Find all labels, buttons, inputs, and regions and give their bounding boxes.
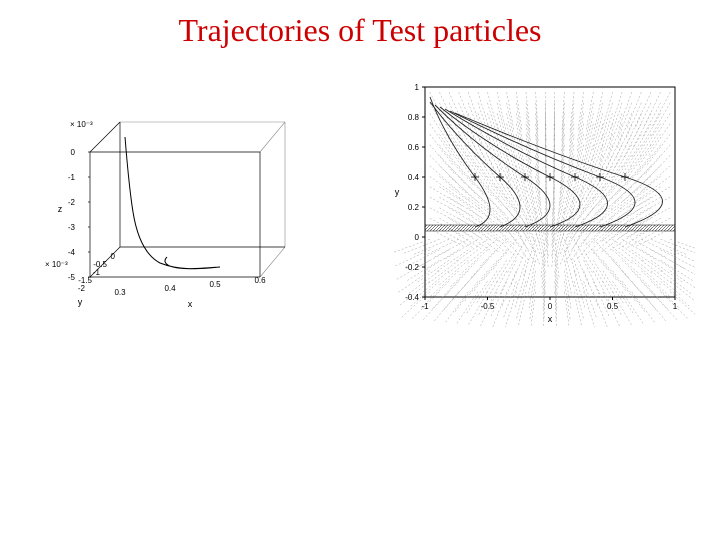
ry-tick-6: 0.8 (408, 113, 420, 122)
page-title: Trajectories of Test particles (0, 0, 720, 57)
rx-tick-2: 0 (548, 302, 553, 311)
ry-tick-4: 0.4 (408, 173, 420, 182)
z-axis-label: z (58, 204, 63, 214)
trajectory-3d (125, 137, 220, 269)
ry-tick-1: -0.2 (405, 263, 419, 272)
y-tick-2: -1 (93, 268, 101, 277)
y-ticks: 0 -0.5 -1 -1.5 -2 (78, 252, 116, 293)
rx-tick-1: -0.5 (481, 302, 495, 311)
z-tick-3: -3 (68, 223, 76, 232)
x-ticks: 0.3 0.4 0.5 0.6 (114, 276, 266, 297)
y-tick-0: 0 (111, 252, 116, 261)
ry-tick-2: 0 (415, 233, 420, 242)
right-field-plot: -1 -0.5 0 0.5 1 -0.4 -0.2 0 0.2 0. (375, 67, 695, 327)
cube-wireframe: 0 -1 -2 -3 -4 -5 0 -0.5 -1 -1.5 -2 (45, 120, 285, 309)
current-sheet (425, 225, 675, 231)
z-tick-5: -5 (68, 273, 76, 282)
z-tick-4: -4 (68, 248, 76, 257)
ry-tick-3: 0.2 (408, 203, 420, 212)
ry-tick-0: -0.4 (405, 293, 419, 302)
x-tick-0: 0.3 (114, 288, 126, 297)
x-axis-label-right: x (548, 314, 553, 324)
ry-tick-5: 0.6 (408, 143, 420, 152)
z-scale-label: × 10⁻³ (70, 120, 93, 129)
z-ticks: 0 -1 -2 -3 -4 -5 (68, 148, 90, 282)
plot-border (425, 87, 675, 297)
rx-tick-4: 1 (673, 302, 678, 311)
y-axis-label: y (78, 297, 83, 307)
ry-tick-7: 1 (415, 83, 420, 92)
x-axis-label-left: x (188, 299, 193, 309)
y-scale-label: × 10⁻³ (45, 260, 68, 269)
x-tick-1: 0.4 (164, 284, 176, 293)
right-plot-svg: -1 -0.5 0 0.5 1 -0.4 -0.2 0 0.2 0. (375, 67, 695, 327)
x-tick-3: 0.6 (254, 276, 266, 285)
charts-row: 0 -1 -2 -3 -4 -5 0 -0.5 -1 -1.5 -2 (0, 67, 720, 327)
y-ticks-right: -0.4 -0.2 0 0.2 0.4 0.6 0.8 1 (405, 83, 425, 302)
rx-tick-0: -1 (421, 302, 429, 311)
z-tick-2: -2 (68, 198, 76, 207)
y-axis-label-right: y (395, 187, 400, 197)
x-tick-2: 0.5 (209, 280, 221, 289)
rx-tick-3: 0.5 (607, 302, 619, 311)
y-tick-4: -2 (78, 284, 86, 293)
left-3d-plot: 0 -1 -2 -3 -4 -5 0 -0.5 -1 -1.5 -2 (25, 67, 345, 327)
left-plot-svg: 0 -1 -2 -3 -4 -5 0 -0.5 -1 -1.5 -2 (25, 67, 345, 327)
z-tick-0: 0 (71, 148, 76, 157)
z-tick-1: -1 (68, 173, 76, 182)
